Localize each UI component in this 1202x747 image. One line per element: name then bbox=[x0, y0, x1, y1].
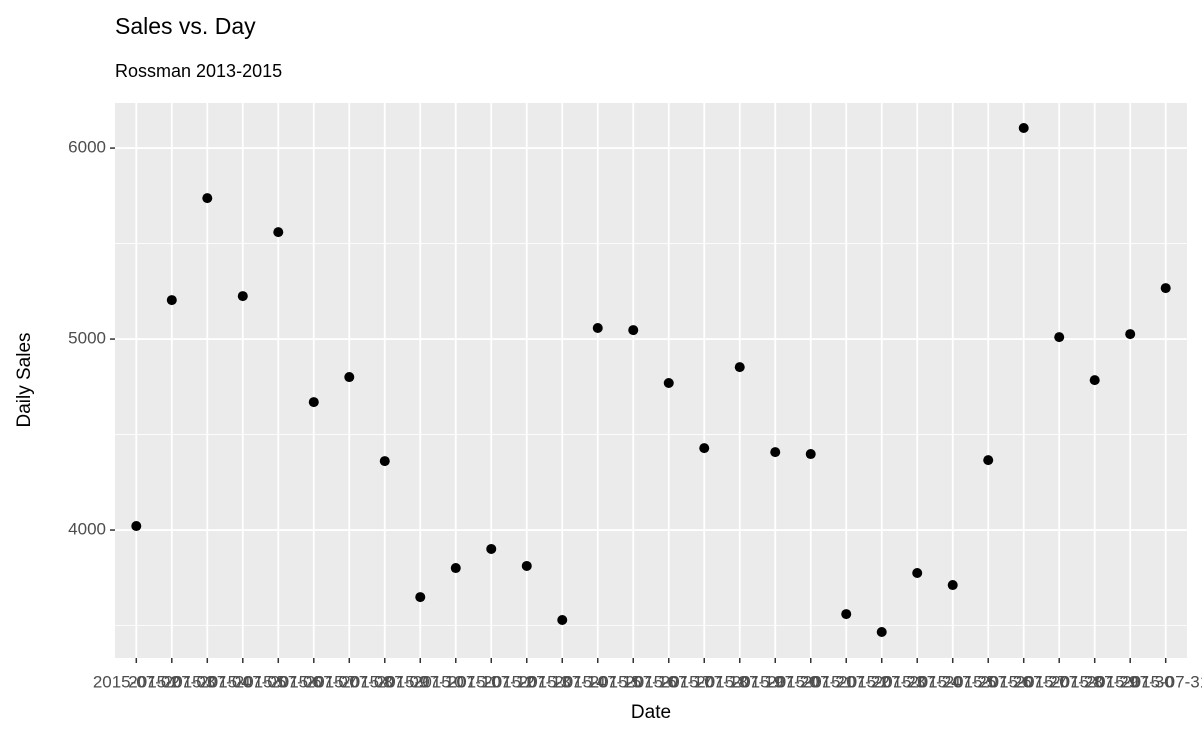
point bbox=[450, 563, 461, 574]
x-tick-label: 2015-07-03 bbox=[128, 672, 215, 691]
x-tick-label: 2015-07-12 bbox=[448, 672, 535, 691]
x-tick-label: 2015-07-11 bbox=[413, 672, 499, 691]
point bbox=[521, 560, 532, 571]
point bbox=[592, 322, 603, 333]
point bbox=[805, 449, 816, 460]
x-tick-label: 2015-07-16 bbox=[590, 672, 677, 691]
x-tick-label: 2015-07-27 bbox=[980, 672, 1067, 691]
point bbox=[415, 592, 426, 603]
point bbox=[770, 447, 781, 458]
x-tick-label: 2015-07-08 bbox=[306, 672, 393, 691]
point bbox=[876, 627, 887, 638]
x-tick-label: 2015-07-20 bbox=[732, 672, 819, 691]
x-tick-label: 2015-07-07 bbox=[270, 672, 357, 691]
point bbox=[628, 325, 639, 336]
point bbox=[486, 543, 497, 554]
x-tick-label: 2015-07-04 bbox=[164, 672, 251, 691]
point bbox=[379, 456, 390, 467]
y-tick-label: 5000 bbox=[68, 329, 106, 348]
point bbox=[273, 227, 284, 238]
y-axis-title: Daily Sales bbox=[14, 332, 35, 427]
x-tick-label: 2015-07-19 bbox=[696, 672, 783, 691]
x-tick-label: 2015-07-15 bbox=[554, 672, 641, 691]
point bbox=[841, 609, 852, 620]
point bbox=[1125, 329, 1136, 340]
x-tick-label: 2015-07-14 bbox=[519, 672, 606, 691]
point bbox=[912, 568, 923, 579]
y-tick-label: 6000 bbox=[68, 138, 106, 157]
x-tick-label: 2015-07-25 bbox=[909, 672, 996, 691]
x-tick-label: 2015-07-21 bbox=[767, 672, 854, 691]
x-tick-label: 2015-07-28 bbox=[1016, 672, 1103, 691]
x-tick-label: 2015-07-26 bbox=[945, 672, 1032, 691]
x-tick-label: 2015-07-29 bbox=[1051, 672, 1138, 691]
x-tick-label: 2015-07-05 bbox=[199, 672, 286, 691]
point bbox=[947, 580, 958, 591]
point bbox=[344, 372, 355, 383]
point bbox=[308, 397, 319, 408]
x-tick-label: 2015-07-30 bbox=[1087, 672, 1174, 691]
x-tick-label: 2015-07-23 bbox=[838, 672, 925, 691]
point bbox=[131, 521, 142, 532]
x-tick-label: 2015-07-09 bbox=[341, 672, 428, 691]
panel bbox=[115, 103, 1187, 658]
x-tick-label: 2015-07-17 bbox=[625, 672, 712, 691]
point bbox=[699, 443, 710, 454]
x-tick-label: 2015-07-24 bbox=[874, 672, 961, 691]
x-tick-label: 2015-07-22 bbox=[803, 672, 890, 691]
point bbox=[663, 377, 674, 388]
x-tick-label: 2015-07-31 bbox=[1122, 672, 1202, 691]
x-tick-label: 2015-07-13 bbox=[483, 672, 570, 691]
point bbox=[734, 362, 745, 373]
point bbox=[237, 291, 248, 302]
point bbox=[1160, 283, 1171, 294]
y-tick-label: 4000 bbox=[68, 520, 106, 539]
point bbox=[557, 614, 568, 625]
point bbox=[1054, 332, 1065, 343]
x-tick-label: 2015-07-10 bbox=[377, 672, 464, 691]
point bbox=[166, 295, 177, 306]
x-tick-label: 2015-07-02 bbox=[93, 672, 180, 691]
point bbox=[983, 455, 994, 466]
point bbox=[1089, 375, 1100, 386]
x-axis-title: Date bbox=[631, 702, 671, 723]
chart-subtitle: Rossman 2013-2015 bbox=[115, 61, 282, 81]
point bbox=[1018, 123, 1029, 134]
chart-title: Sales vs. Day bbox=[115, 13, 256, 39]
x-tick-label: 2015-07-18 bbox=[661, 672, 748, 691]
point bbox=[202, 193, 213, 204]
x-tick-label: 2015-07-06 bbox=[235, 672, 322, 691]
